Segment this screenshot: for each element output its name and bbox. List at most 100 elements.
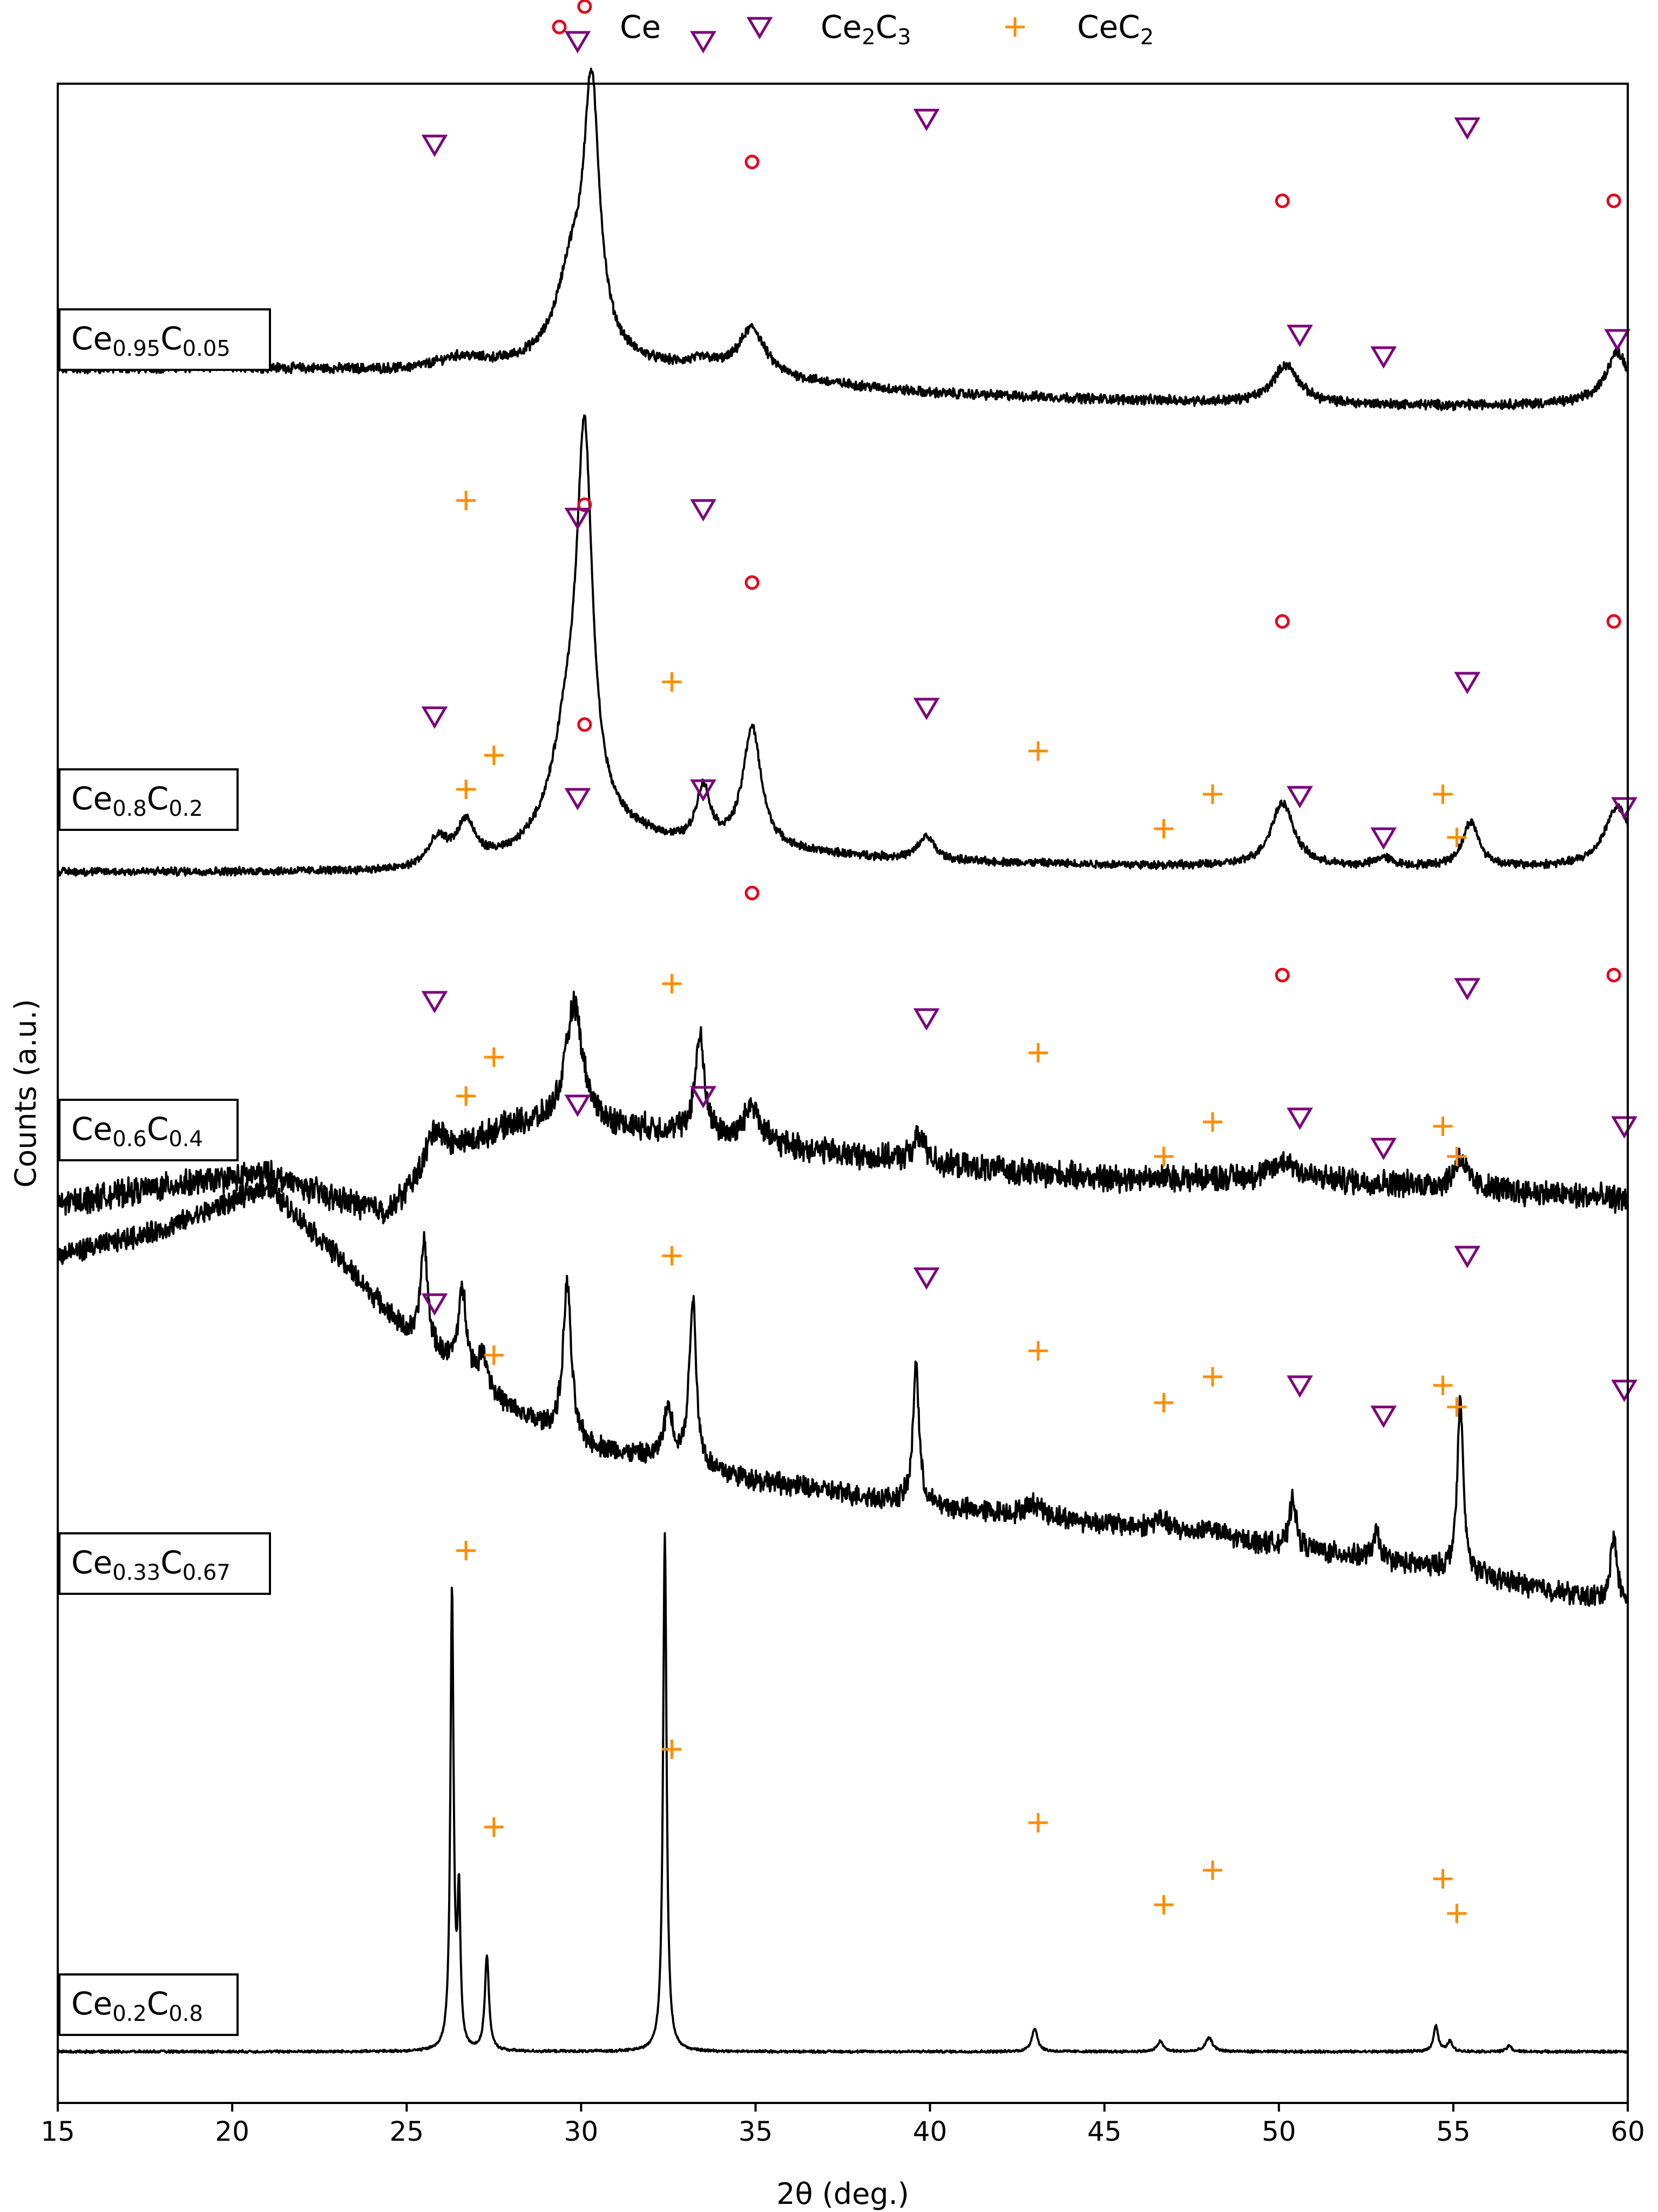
x-tick-label-30: 30	[564, 2116, 599, 2147]
marker-ce2c3-0-2-icon	[421, 134, 448, 157]
marker-ce2c3-3-0-icon	[564, 1094, 591, 1117]
x-tick-label-40: 40	[913, 2116, 948, 2147]
marker-ce2c3-0-3-icon	[913, 109, 940, 131]
marker-ce2c3-3-3-icon	[913, 1267, 940, 1290]
marker-cec2-4-0-icon	[456, 1541, 476, 1560]
marker-ce2c3-1-5-icon	[1287, 786, 1313, 809]
marker-cec2-3-1-icon	[484, 1345, 504, 1365]
x-tick-label-45: 45	[1087, 2116, 1122, 2147]
sample-label-2: Ce0.6C0.4	[71, 1111, 203, 1152]
sample-label-box	[58, 1532, 271, 1595]
sample-label-3: Ce0.33C0.67	[71, 1544, 231, 1585]
legend-label-cec2: CeC2	[1077, 9, 1154, 50]
marker-cec2-1-4-icon	[1154, 819, 1174, 838]
marker-cec2-3-5-icon	[1203, 1367, 1222, 1386]
marker-ce2c3-0-7-icon	[1604, 329, 1630, 351]
marker-cec2-4-4-icon	[1154, 1895, 1174, 1915]
marker-cec2-3-6-icon	[1433, 1376, 1453, 1395]
phase-markers	[421, 0, 1637, 1923]
marker-ce2c3-0-0-icon	[564, 31, 591, 53]
marker-cec2-1-3-icon	[1028, 741, 1048, 761]
trace-ce095c005	[57, 67, 1629, 411]
marker-ce-0-3-icon	[1606, 193, 1621, 208]
x-tick-label-60: 60	[1610, 2116, 1645, 2147]
marker-ce2c3-2-1-icon	[690, 779, 716, 802]
traces	[57, 67, 1629, 2054]
marker-ce2c3-2-4-icon	[1454, 978, 1481, 1000]
marker-cec2-4-6-icon	[1433, 1869, 1453, 1889]
marker-cec2-2-1-icon	[484, 1047, 504, 1067]
marker-cec2-3-7-icon	[1447, 1397, 1467, 1417]
marker-ce2c3-1-3-icon	[913, 698, 940, 720]
marker-cec2-2-2-icon	[662, 974, 682, 993]
marker-ce2c3-2-5-icon	[1287, 1107, 1313, 1130]
legend-label-ce2c3: Ce2C3	[821, 9, 911, 50]
marker-cec2-3-0-icon	[456, 1086, 476, 1106]
x-tick-label-25: 25	[389, 2116, 424, 2147]
trace-ce08c02	[57, 414, 1629, 877]
marker-cec2-1-5-icon	[1203, 784, 1222, 804]
marker-ce-1-1-icon	[745, 575, 760, 590]
trace-ce06c04	[57, 990, 1629, 1225]
marker-ce-2-2-icon	[1275, 968, 1290, 983]
sample-label-box	[58, 768, 239, 831]
sample-label-4: Ce0.2C0.8	[71, 1985, 203, 2026]
marker-cec2-2-5-icon	[1203, 1112, 1222, 1132]
marker-ce2c3-3-4-icon	[1454, 1246, 1481, 1268]
marker-ce2c3-0-4-icon	[1454, 117, 1481, 140]
marker-ce2c3-1-7-icon	[1611, 797, 1637, 820]
marker-cec2-2-6-icon	[1433, 1117, 1453, 1136]
marker-ce-1-0-icon	[577, 497, 592, 512]
sample-label-0: Ce0.95C0.05	[71, 320, 231, 361]
marker-cec2-3-2-icon	[662, 1246, 682, 1266]
marker-ce-0-1-icon	[745, 154, 760, 170]
legend-marker-ce-icon	[552, 19, 567, 35]
marker-cec2-4-5-icon	[1203, 1861, 1222, 1880]
trace-ce033c067	[57, 1179, 1629, 1607]
marker-ce2c3-2-3-icon	[913, 1008, 940, 1031]
marker-ce2c3-3-1-icon	[690, 1086, 716, 1108]
marker-cec2-4-7-icon	[1447, 1904, 1467, 1923]
legend-marker-ce2c3-icon	[746, 17, 773, 39]
marker-ce2c3-3-6-icon	[1370, 1405, 1397, 1428]
marker-ce2c3-0-5-icon	[1287, 324, 1313, 347]
marker-ce2c3-1-4-icon	[1454, 672, 1481, 694]
marker-ce-2-3-icon	[1606, 968, 1621, 983]
marker-cec2-2-0-icon	[456, 780, 476, 799]
legend: Ce Ce2C3 CeC2	[552, 9, 1154, 50]
marker-cec2-1-0-icon	[456, 491, 476, 510]
marker-ce-1-2-icon	[1275, 614, 1290, 629]
marker-ce2c3-1-1-icon	[690, 499, 716, 522]
x-tick-label-15: 15	[40, 2116, 75, 2147]
marker-ce2c3-2-0-icon	[564, 788, 591, 810]
marker-cec2-2-7-icon	[1447, 1147, 1467, 1166]
marker-ce2c3-3-5-icon	[1287, 1375, 1313, 1398]
marker-cec2-2-4-icon	[1154, 1147, 1174, 1166]
x-tick-label-35: 35	[739, 2116, 773, 2147]
sample-labels: Ce0.95C0.05 Ce0.8C0.2 Ce0.6C0.4 Ce0.33C0.67…	[58, 308, 271, 2036]
marker-cec2-3-4-icon	[1154, 1393, 1174, 1412]
trace-ce02c08	[57, 1532, 1629, 2054]
legend-label-ce: Ce	[620, 9, 661, 45]
marker-ce2c3-1-2-icon	[421, 706, 448, 729]
marker-ce2c3-3-7-icon	[1611, 1379, 1637, 1402]
plot-frame	[57, 83, 1629, 2104]
marker-ce2c3-2-7-icon	[1611, 1116, 1637, 1139]
sample-label-1: Ce0.8C0.2	[71, 780, 203, 821]
marker-ce2c3-0-6-icon	[1370, 346, 1397, 369]
sample-label-box	[58, 1973, 239, 2036]
marker-ce-2-1-icon	[745, 885, 760, 901]
marker-cec2-4-2-icon	[662, 1740, 682, 1759]
marker-ce2c3-0-1-icon	[690, 31, 716, 53]
marker-cec2-4-1-icon	[484, 1817, 504, 1837]
marker-cec2-1-6-icon	[1433, 784, 1453, 804]
x-tick-label-20: 20	[215, 2116, 249, 2147]
sample-label-box	[58, 308, 271, 371]
x-tick-label-50: 50	[1262, 2116, 1296, 2147]
marker-cec2-1-2-icon	[662, 672, 682, 692]
marker-cec2-1-1-icon	[484, 746, 504, 765]
marker-ce2c3-1-6-icon	[1370, 827, 1397, 850]
sample-label-box	[58, 1099, 239, 1161]
marker-ce-1-3-icon	[1606, 614, 1621, 629]
legend-marker-cec2-icon	[1005, 17, 1025, 37]
